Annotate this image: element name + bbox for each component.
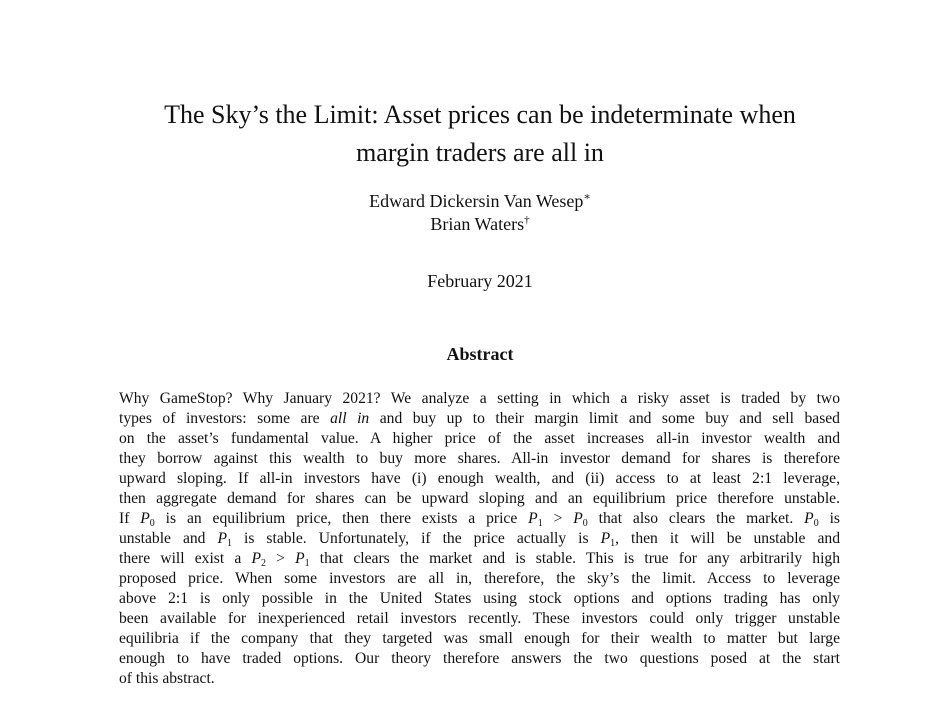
- author-list: Edward Dickersin Van Wesep∗ Brian Waters…: [0, 190, 950, 236]
- italic-text: P: [140, 510, 150, 527]
- abstract-text: been available for inexperienced retail …: [119, 610, 840, 627]
- abstract-text: Why GameStop? Why January 2021? We analy…: [119, 390, 840, 407]
- author-name: Brian Waters: [430, 214, 525, 234]
- italic-text: P: [804, 510, 814, 527]
- abstract-text: and buy up to their margin limit and som…: [369, 410, 840, 427]
- abstract-line: then aggregate demand for shares can be …: [119, 489, 840, 509]
- italic-text: P: [600, 530, 611, 547]
- italic-text: P: [251, 550, 261, 567]
- subscript-text: 1: [304, 558, 310, 569]
- abstract-line: there will exist a P2 > P1 that clears t…: [119, 549, 840, 569]
- abstract-line: they borrow against this wealth to buy m…: [119, 449, 840, 469]
- italic-text: P: [528, 510, 538, 527]
- abstract-line: of this abstract.: [119, 669, 840, 689]
- abstract-text: unstable and: [119, 530, 218, 547]
- abstract-text: types of investors: some are: [119, 410, 331, 427]
- abstract-line: upward sloping. If all-in investors have…: [119, 469, 840, 489]
- paper-title: The Sky’s the Limit: Asset prices can be…: [80, 96, 880, 172]
- abstract-line: been available for inexperienced retail …: [119, 609, 840, 629]
- abstract-line: proposed price. When some investors are …: [119, 569, 840, 589]
- publication-date: February 2021: [427, 271, 533, 291]
- abstract-text: they borrow against this wealth to buy m…: [119, 450, 840, 467]
- subscript-text: 1: [227, 538, 233, 549]
- subscript-text: 0: [582, 518, 588, 529]
- title-line-2: margin traders are all in: [356, 138, 604, 167]
- abstract-line: equilibria if the company that they targ…: [119, 629, 840, 649]
- abstract-text: that also clears the market.: [587, 510, 805, 527]
- footnote-mark[interactable]: ∗: [583, 191, 591, 203]
- abstract-line: types of investors: some are all in and …: [119, 409, 840, 429]
- abstract-text: then aggregate demand for shares can be …: [119, 490, 840, 507]
- abstract-text: >: [265, 550, 296, 567]
- abstract-text: that clears the market and is stable. Th…: [309, 550, 841, 567]
- italic-text: P: [573, 510, 583, 527]
- abstract-text: is: [818, 510, 840, 527]
- author-2: Brian Waters†: [0, 213, 950, 236]
- italic-text: all in: [330, 410, 370, 427]
- abstract-text: is an equilibrium price, then there exis…: [154, 510, 529, 527]
- subscript-text: 0: [813, 518, 819, 529]
- abstract-text: above 2:1 is only possible in the United…: [119, 590, 840, 607]
- abstract-line: unstable and P1 is stable. Unfortunately…: [119, 529, 840, 549]
- subscript-text: 0: [149, 518, 155, 529]
- abstract-text: equilibria if the company that they targ…: [119, 630, 840, 647]
- abstract-body: Why GameStop? Why January 2021? We analy…: [119, 389, 840, 689]
- abstract-line: on the asset’s fundamental value. A high…: [119, 429, 840, 449]
- subscript-text: 1: [610, 538, 616, 549]
- abstract-text: upward sloping. If all-in investors have…: [119, 470, 840, 487]
- abstract-text: enough to have traded options. Our theor…: [119, 650, 840, 667]
- footnote-mark[interactable]: †: [524, 214, 530, 226]
- subscript-text: 1: [537, 518, 543, 529]
- abstract-line: enough to have traded options. Our theor…: [119, 649, 840, 669]
- abstract-text: is stable. Unfortunately, if the price a…: [232, 530, 601, 547]
- subscript-text: 2: [260, 558, 266, 569]
- abstract-line: Why GameStop? Why January 2021? We analy…: [119, 389, 840, 409]
- abstract-text: If: [119, 510, 141, 527]
- abstract-line: If P0 is an equilibrium price, then ther…: [119, 509, 840, 529]
- title-line-1: The Sky’s the Limit: Asset prices can be…: [164, 100, 796, 129]
- abstract-line: above 2:1 is only possible in the United…: [119, 589, 840, 609]
- abstract-text: >: [542, 510, 574, 527]
- author-1: Edward Dickersin Van Wesep∗: [0, 190, 950, 213]
- italic-text: P: [295, 550, 305, 567]
- abstract-text: there will exist a: [119, 550, 252, 567]
- author-name: Edward Dickersin Van Wesep: [369, 191, 584, 211]
- abstract-text: on the asset’s fundamental value. A high…: [119, 430, 840, 447]
- abstract-text: of this abstract.: [119, 670, 215, 687]
- abstract-text: , then it will be unstable and: [615, 530, 840, 547]
- italic-text: P: [217, 530, 228, 547]
- abstract-heading: Abstract: [446, 344, 514, 364]
- abstract-text: proposed price. When some investors are …: [119, 570, 840, 587]
